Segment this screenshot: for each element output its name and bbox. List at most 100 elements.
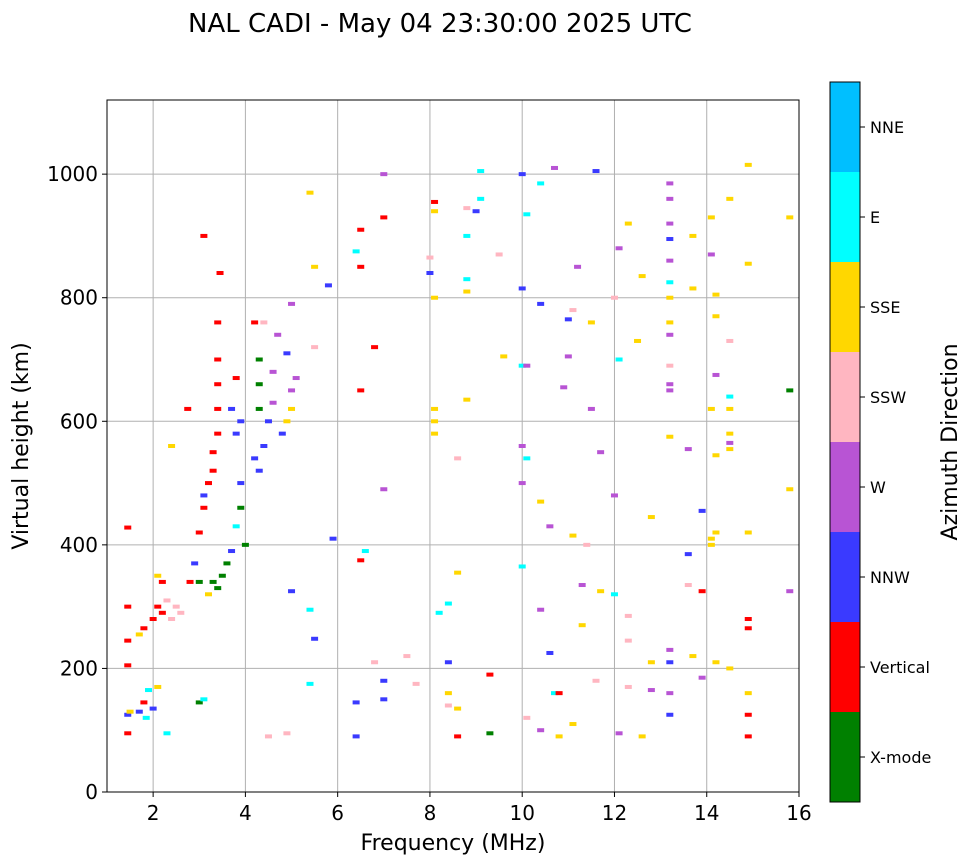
- data-point-vertical: [380, 215, 388, 220]
- data-point-e: [726, 394, 734, 399]
- data-points: [124, 162, 794, 739]
- chart-title: NAL CADI - May 04 23:30:00 2025 UTC: [188, 9, 692, 39]
- data-point-e: [232, 524, 240, 529]
- data-point-nnw: [283, 351, 291, 356]
- data-point-vertical: [357, 264, 365, 269]
- data-point-e: [361, 549, 369, 554]
- data-point-nnw: [666, 660, 674, 665]
- plot-frame: [106, 99, 800, 793]
- data-point-vertical: [209, 450, 217, 455]
- data-point-w: [564, 354, 572, 359]
- data-point-e: [523, 456, 531, 461]
- data-point-e: [444, 601, 452, 606]
- data-point-nnw: [200, 493, 208, 498]
- data-point-sse: [555, 734, 563, 739]
- data-point-w: [666, 647, 674, 652]
- data-point-nnw: [191, 561, 199, 566]
- data-point-e: [145, 688, 153, 693]
- data-point-sse: [569, 533, 577, 538]
- data-point-sse: [689, 286, 697, 291]
- data-point-vertical: [195, 530, 203, 535]
- colorbar-label: Azimuth Direction: [938, 343, 963, 540]
- data-point-vertical: [186, 579, 194, 584]
- colorbar-swatch-nne: [830, 82, 860, 172]
- data-point-w: [666, 691, 674, 696]
- data-point-sse: [712, 314, 720, 319]
- data-point-sse: [726, 666, 734, 671]
- y-axis-label: Virtual height (km): [9, 342, 34, 549]
- data-point-e: [477, 169, 485, 174]
- data-point-w: [550, 165, 558, 170]
- data-point-w: [666, 258, 674, 263]
- data-point-ssw: [463, 206, 471, 211]
- data-point-w: [698, 675, 706, 680]
- data-point-sse: [454, 706, 462, 711]
- data-point-nnw: [124, 712, 132, 717]
- data-point-e: [142, 715, 150, 720]
- data-point-e: [435, 610, 443, 615]
- data-point-sse: [744, 162, 752, 167]
- data-point-sse: [624, 221, 632, 226]
- data-point-e: [306, 681, 314, 686]
- x-tick-label: 16: [786, 801, 811, 825]
- data-point-w: [269, 369, 277, 374]
- data-point-ssw: [523, 715, 531, 720]
- data-point-vertical: [698, 589, 706, 594]
- data-point-vertical: [124, 638, 132, 643]
- data-point-ssw: [371, 660, 379, 665]
- data-point-nnw: [444, 660, 452, 665]
- colorbar-tick-label: SSW: [870, 388, 906, 407]
- data-point-ssw: [726, 338, 734, 343]
- data-point-x-mode: [223, 561, 231, 566]
- data-point-nnw: [546, 650, 554, 655]
- data-point-ssw: [624, 684, 632, 689]
- colorbar-tick-label: E: [870, 208, 880, 227]
- data-point-w: [615, 731, 623, 736]
- data-point-ssw: [684, 583, 692, 588]
- data-point-vertical: [124, 604, 132, 609]
- data-point-sse: [726, 431, 734, 436]
- data-point-w: [666, 382, 674, 387]
- data-point-w: [615, 246, 623, 251]
- data-point-sse: [647, 660, 655, 665]
- data-point-vertical: [454, 734, 462, 739]
- data-point-ssw: [403, 654, 411, 659]
- data-point-e: [610, 592, 618, 597]
- data-point-x-mode: [218, 573, 226, 578]
- data-point-w: [666, 181, 674, 186]
- data-point-ssw: [454, 456, 462, 461]
- data-point-ssw: [569, 308, 577, 313]
- data-point-e: [463, 277, 471, 282]
- data-point-w: [518, 481, 526, 486]
- x-tick-label: 10: [509, 801, 534, 825]
- data-point-sse: [288, 406, 296, 411]
- data-point-ssw: [610, 295, 618, 300]
- data-point-ssw: [311, 345, 319, 350]
- data-point-sse: [431, 406, 439, 411]
- data-point-ssw: [264, 734, 272, 739]
- data-point-vertical: [555, 691, 563, 696]
- data-point-vertical: [204, 481, 212, 486]
- data-point-sse: [537, 499, 545, 504]
- data-point-sse: [135, 632, 143, 637]
- data-point-sse: [204, 592, 212, 597]
- data-point-vertical: [251, 320, 259, 325]
- data-point-nnw: [228, 549, 236, 554]
- data-point-nnw: [228, 406, 236, 411]
- colorbar-swatch-w: [830, 442, 860, 532]
- data-point-x-mode: [195, 579, 203, 584]
- data-point-nnw: [237, 481, 245, 486]
- data-point-sse: [707, 215, 715, 220]
- data-point-sse: [638, 274, 646, 279]
- x-tick-label: 2: [147, 801, 160, 825]
- data-point-nnw: [666, 712, 674, 717]
- data-point-sse: [283, 419, 291, 424]
- data-point-sse: [431, 431, 439, 436]
- data-point-vertical: [744, 617, 752, 621]
- data-point-w: [537, 728, 545, 733]
- data-point-nnw: [149, 706, 157, 711]
- data-point-w: [712, 372, 720, 377]
- data-point-x-mode: [195, 700, 203, 705]
- data-point-w: [523, 363, 531, 368]
- data-point-nnw: [288, 589, 296, 594]
